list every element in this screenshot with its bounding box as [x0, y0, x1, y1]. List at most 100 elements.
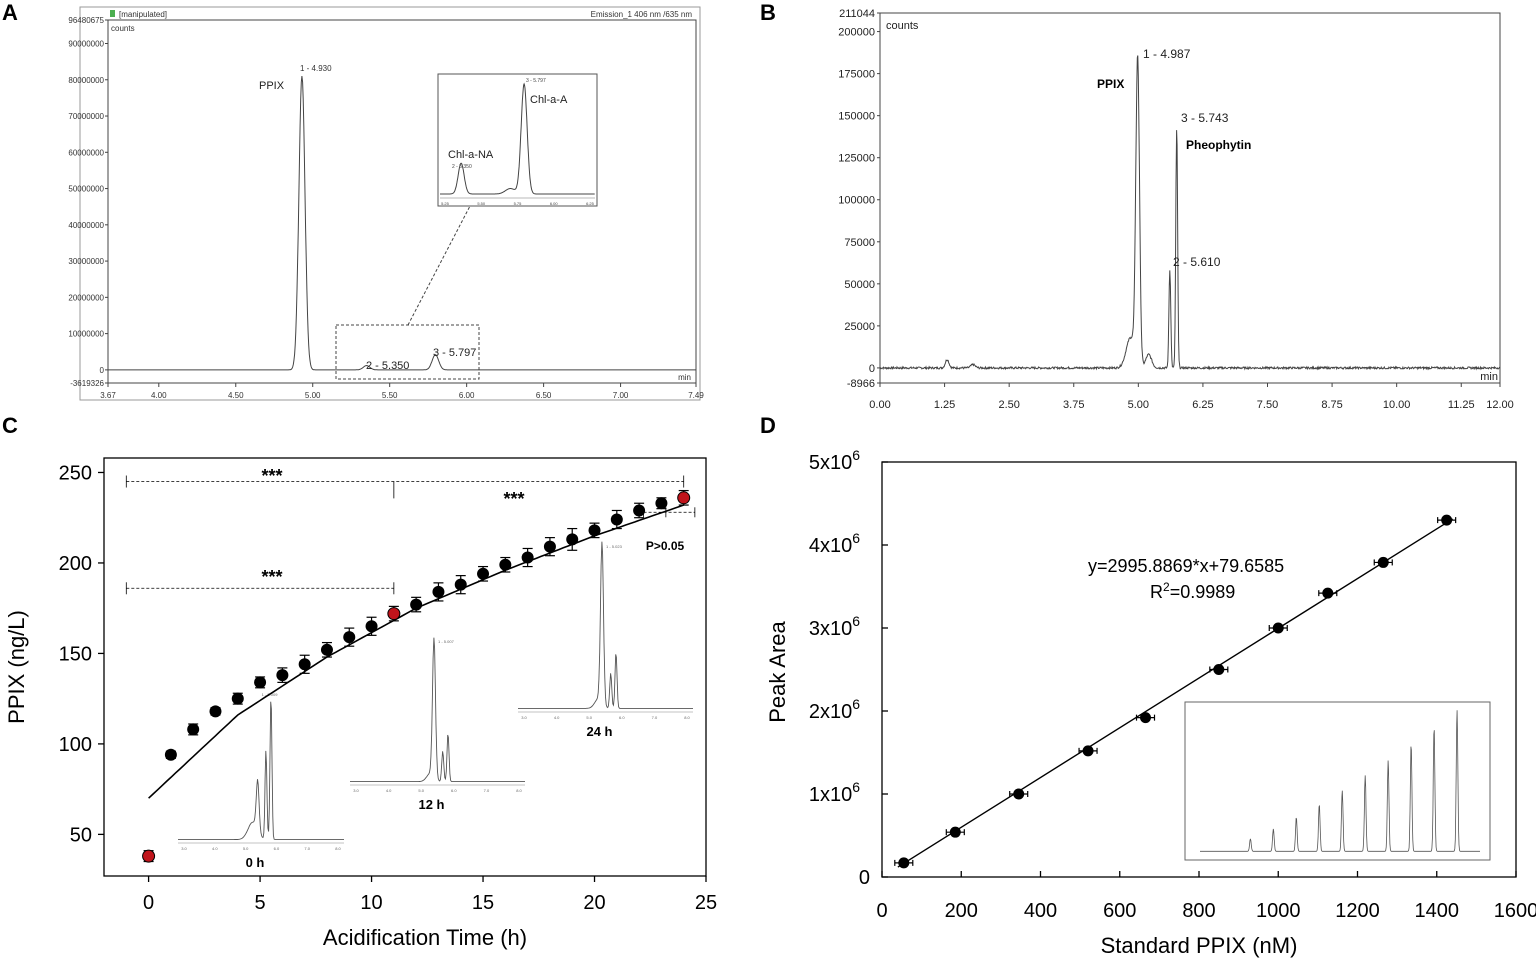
- panel-a-header-left: [manipulated]: [119, 10, 167, 19]
- panel-a-y-ticks: 96480675 90000000 80000000 70000000 60000000…: [68, 16, 108, 388]
- panel-b-x-tick-label: 12.00: [1486, 399, 1514, 411]
- panel-a-y-tick-label: 70000000: [68, 112, 104, 121]
- panel-c-data-point: [543, 540, 556, 553]
- panel-c-inset-tick-label: 3.0: [353, 788, 359, 793]
- panel-d-y-tick-label: 0: [859, 867, 870, 889]
- panel-a-y-tick-label: 90000000: [68, 40, 104, 49]
- panel-c-data-point: [521, 551, 534, 564]
- panel-a-x-tick-label: 6.00: [459, 391, 475, 400]
- panel-d-fit-line: [897, 518, 1453, 868]
- panel-c-x-tick-label: 15: [472, 892, 494, 914]
- panel-a-peak-label-1: 1 - 4.930: [300, 64, 332, 73]
- panel-b-x-tick-label: 1.25: [934, 399, 955, 411]
- panel-c-data-point: [254, 676, 267, 689]
- panel-a-x-tick-label: 3.67: [100, 391, 116, 400]
- panel-d-x-tick-label: 200: [945, 900, 978, 922]
- panel-a-y-tick-label: -3619326: [70, 379, 104, 388]
- panel-b-chromatogram-trace: [879, 55, 1501, 371]
- panel-c-data-point: [187, 723, 200, 736]
- panel-d-y-tick-exponent: 6: [852, 613, 860, 629]
- panel-c-data-point: [633, 504, 646, 517]
- panel-c-inset-tick-label: 7.0: [304, 846, 310, 851]
- panel-d-r2: R2=0.9989: [1150, 580, 1235, 602]
- panel-d-y-tick-exponent: 6: [852, 779, 860, 795]
- panel-c-data-point: [320, 643, 333, 656]
- panel-c-data-point-highlighted: [677, 491, 691, 505]
- panel-a-plot-area: [107, 19, 697, 384]
- panel-letter-b: B: [760, 0, 776, 25]
- panel-a-status-icon: [110, 10, 115, 17]
- panel-d-data-point: [1213, 664, 1225, 675]
- panel-c-y-tick-label: 250: [59, 462, 92, 484]
- panel-c-x-tick-label: 20: [583, 892, 605, 914]
- panel-d-y-tick-mantissa: 4x10: [809, 535, 852, 557]
- panel-d-y-tick-label: 1x106: [809, 779, 860, 806]
- panel-a-inset-peak-name-chl-a-a: Chl-a-A: [530, 94, 568, 106]
- panel-c-data-point: [499, 558, 512, 571]
- panel-a-chromatogram-trace: [108, 76, 696, 371]
- panel-a-chart: [manipulated] Emission_1 406 nm /635 nm …: [68, 6, 704, 401]
- panel-d-x-tick-label: 400: [1024, 900, 1057, 922]
- panel-c-data-point: [655, 497, 668, 510]
- panel-a-inset-trace: [440, 82, 595, 195]
- panel-a-x-tick-label: 5.00: [305, 391, 321, 400]
- panel-c-significance-label: ***: [503, 489, 524, 509]
- panel-d-data-point: [1082, 745, 1094, 757]
- panel-a-x-ticks: 3.67 4.00 4.50 5.00 5.50 6.00 6.50 7.00 7.49: [100, 383, 704, 400]
- panel-c-significance-label: ***: [261, 567, 282, 587]
- panel-a-y-tick-label: 0: [100, 366, 105, 375]
- panel-d-x-tick-label: 0: [876, 900, 887, 922]
- panel-c-inset-tick-label: 6.0: [619, 715, 625, 720]
- panel-letter-c: C: [2, 413, 18, 438]
- panel-a-x-tick-label: 5.50: [382, 391, 398, 400]
- panel-c-inset-tick-label: 8.0: [516, 788, 522, 793]
- panel-a-y-tick-label: 80000000: [68, 76, 104, 85]
- panel-b-peak-label-3: 3 - 5.743: [1181, 111, 1229, 125]
- panel-c-inset-label: 0 h: [246, 855, 265, 870]
- panel-b-x-tick-label: 0.00: [869, 399, 890, 411]
- panel-c-inset-tick-label: 3.0: [181, 846, 187, 851]
- panel-d-y-tick-mantissa: 5x10: [809, 452, 852, 474]
- panel-a-inset-ticks: 5.25 5.50 5.75 6.00 6.25: [441, 201, 595, 206]
- panel-d-data-point: [1013, 788, 1025, 800]
- panel-d-y-tick-label: 2x106: [809, 696, 860, 723]
- panel-b-y-tick-label: 125000: [838, 153, 875, 165]
- panel-b-y-tick-label: 0: [869, 363, 875, 375]
- panel-a-y-tick-label: 96480675: [68, 16, 104, 25]
- panel-d-y-tick-exponent: 6: [852, 447, 860, 463]
- panel-a-zoom-connector: [407, 205, 471, 326]
- panel-c-chart: 50 100 150 200 250 0 5 10 15 20 25 Acidification …: [4, 457, 717, 950]
- panel-d-x-tick-label: 800: [1182, 900, 1215, 922]
- panel-a-y-tick-label: 40000000: [68, 221, 104, 230]
- panel-c-inset-label: 12 h: [418, 797, 444, 812]
- panel-d-y-tick-exponent: 6: [852, 530, 860, 546]
- panel-d-equation: y=2995.8869*x+79.6585: [1088, 556, 1284, 576]
- panel-a-inset-frame: [437, 73, 598, 207]
- panel-b-peak-name-pheophytin: Pheophytin: [1186, 138, 1251, 152]
- panel-c-inset-trace: [178, 701, 344, 841]
- panel-d-inset-trace: [1200, 710, 1480, 852]
- panel-letter-a: A: [2, 0, 18, 25]
- panel-d-x-tick-label: 1200: [1335, 900, 1380, 922]
- panel-b-x-tick-label: 2.50: [998, 399, 1019, 411]
- panel-b-x-ticks: 0.00 1.25 2.50 3.75 5.00 6.25 7.50 8.75 10.00 11.…: [869, 383, 1514, 411]
- panel-c-significance-label: P>0.05: [646, 539, 685, 553]
- panel-b-x-tick-label: 6.25: [1192, 399, 1213, 411]
- panel-a-peak-name-ppix: PPIX: [259, 80, 285, 92]
- panel-c-significance-label: ***: [261, 466, 282, 486]
- panel-c-inset-tick-label: 5.0: [243, 846, 249, 851]
- panel-c-data-point-highlighted: [142, 849, 156, 863]
- panel-c-data-point: [454, 578, 467, 591]
- panel-a-peak-label-2: 2 - 5.350: [366, 360, 409, 372]
- panel-a-inset-peak-label-3: 3 - 5.797: [526, 78, 546, 84]
- panel-b-x-tick-label: 7.50: [1257, 399, 1278, 411]
- panel-c-inset-peak-label: 1 - 5.023: [606, 544, 623, 549]
- panel-d-y-tick-mantissa: 0: [859, 867, 870, 889]
- panel-c-inset-tick-label: 3.0: [521, 715, 527, 720]
- panel-a-inset-peak-name-chl-a-na: Chl-a-NA: [448, 149, 494, 161]
- panel-b-y-tick-label: 50000: [844, 279, 875, 291]
- panel-letter-d: D: [760, 413, 776, 438]
- panel-d-inset-frame: [1184, 701, 1491, 861]
- panel-b-x-tick-label: 5.00: [1128, 399, 1149, 411]
